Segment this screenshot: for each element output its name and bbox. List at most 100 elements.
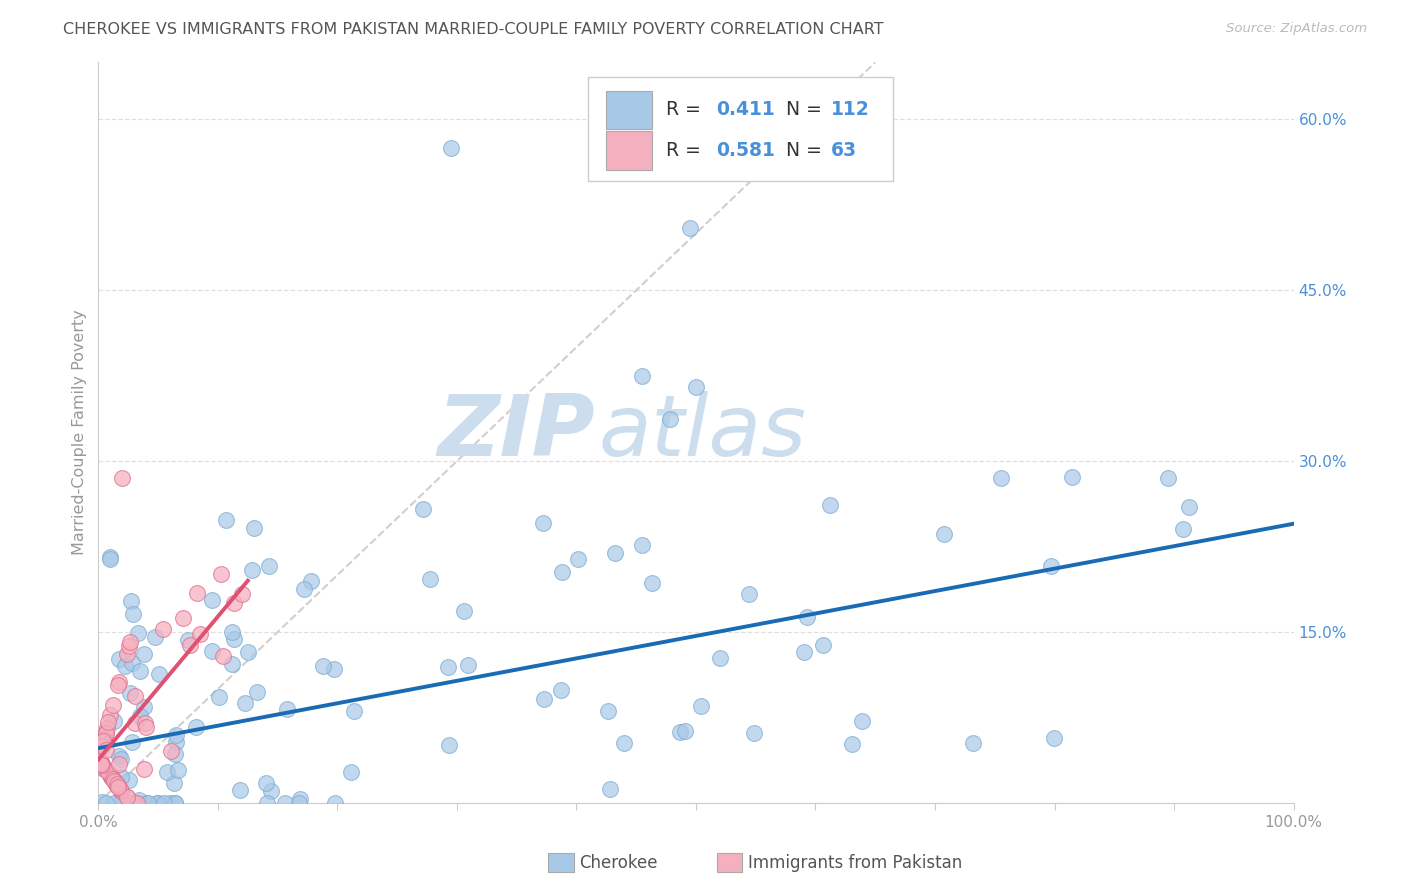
Point (129, 665, 152, 679)
Point (440, 141, 463, 155)
Point (820, 498, 842, 512)
Point (111, 791, 134, 805)
Point (104, 774, 127, 789)
Point (105, 777, 128, 791)
Point (200, 592, 222, 607)
Point (107, 780, 129, 795)
Point (184, 720, 207, 734)
Point (143, 630, 166, 644)
Point (1039, 559, 1062, 574)
Point (551, 566, 574, 580)
Point (121, 796, 143, 810)
Point (122, 796, 145, 810)
Text: 0.581: 0.581 (716, 141, 775, 160)
Point (91, 757, 114, 772)
Point (93, 734, 115, 748)
Point (120, 594, 142, 608)
Point (101, 772, 124, 786)
Point (115, 648, 138, 662)
Point (121, 734, 143, 748)
Point (323, 662, 346, 676)
Point (115, 790, 138, 805)
Point (299, 574, 322, 588)
Point (211, 648, 233, 663)
FancyBboxPatch shape (589, 78, 893, 181)
Text: R =: R = (666, 141, 707, 160)
Point (108, 749, 131, 764)
Y-axis label: Married-Couple Family Poverty: Married-Couple Family Poverty (72, 310, 87, 556)
Point (165, 727, 187, 741)
Point (240, 563, 263, 577)
Point (934, 527, 956, 541)
Point (110, 752, 132, 766)
Point (98, 768, 121, 782)
Point (841, 737, 863, 751)
Text: Immigrants from Pakistan: Immigrants from Pakistan (748, 855, 962, 872)
Point (94, 725, 117, 739)
Text: ZIP: ZIP (437, 391, 595, 475)
Point (125, 796, 148, 810)
Point (437, 738, 460, 752)
Point (531, 516, 554, 530)
Point (110, 781, 132, 796)
Point (186, 585, 208, 599)
Point (101, 698, 124, 712)
Text: Source: ZipAtlas.com: Source: ZipAtlas.com (1226, 22, 1367, 36)
Point (121, 656, 143, 670)
Point (246, 684, 269, 698)
Point (603, 546, 626, 560)
Point (550, 682, 572, 697)
Point (93, 733, 115, 747)
Point (323, 796, 346, 810)
Point (89, 755, 111, 769)
Point (257, 559, 280, 574)
Point (1178, 500, 1201, 514)
FancyBboxPatch shape (606, 131, 652, 169)
Point (97, 766, 120, 780)
Point (121, 796, 143, 810)
Point (124, 715, 146, 730)
Point (94, 743, 117, 757)
Point (599, 782, 621, 797)
Point (221, 657, 243, 672)
Point (110, 770, 132, 784)
Point (533, 692, 555, 706)
Point (135, 720, 157, 734)
Point (94, 762, 117, 776)
Point (115, 790, 138, 805)
Point (631, 538, 654, 552)
Point (163, 796, 186, 810)
Text: CHEROKEE VS IMMIGRANTS FROM PAKISTAN MARRIED-COUPLE FAMILY POVERTY CORRELATION C: CHEROKEE VS IMMIGRANTS FROM PAKISTAN MAR… (63, 22, 884, 37)
Point (163, 776, 186, 790)
Point (167, 763, 190, 777)
Point (90, 756, 112, 771)
Point (209, 567, 232, 582)
Point (128, 793, 150, 807)
Point (453, 604, 475, 618)
Text: 112: 112 (831, 100, 870, 120)
Point (105, 778, 128, 792)
Point (124, 689, 146, 703)
Point (89, 754, 111, 768)
Text: 63: 63 (831, 141, 858, 160)
Point (235, 697, 257, 711)
Point (208, 690, 231, 704)
Point (165, 796, 187, 810)
Point (598, 704, 620, 718)
Point (132, 647, 155, 661)
Point (94, 725, 117, 739)
Point (89, 754, 111, 768)
Point (177, 632, 200, 647)
Text: N =: N = (786, 100, 828, 120)
Point (91, 739, 114, 754)
Point (690, 698, 713, 713)
Point (256, 796, 278, 810)
Text: R =: R = (666, 100, 707, 120)
Point (103, 773, 125, 788)
Point (292, 582, 315, 596)
Point (135, 796, 157, 810)
Point (188, 627, 211, 641)
Point (1062, 470, 1084, 484)
Point (567, 552, 589, 566)
Point (90, 756, 112, 771)
